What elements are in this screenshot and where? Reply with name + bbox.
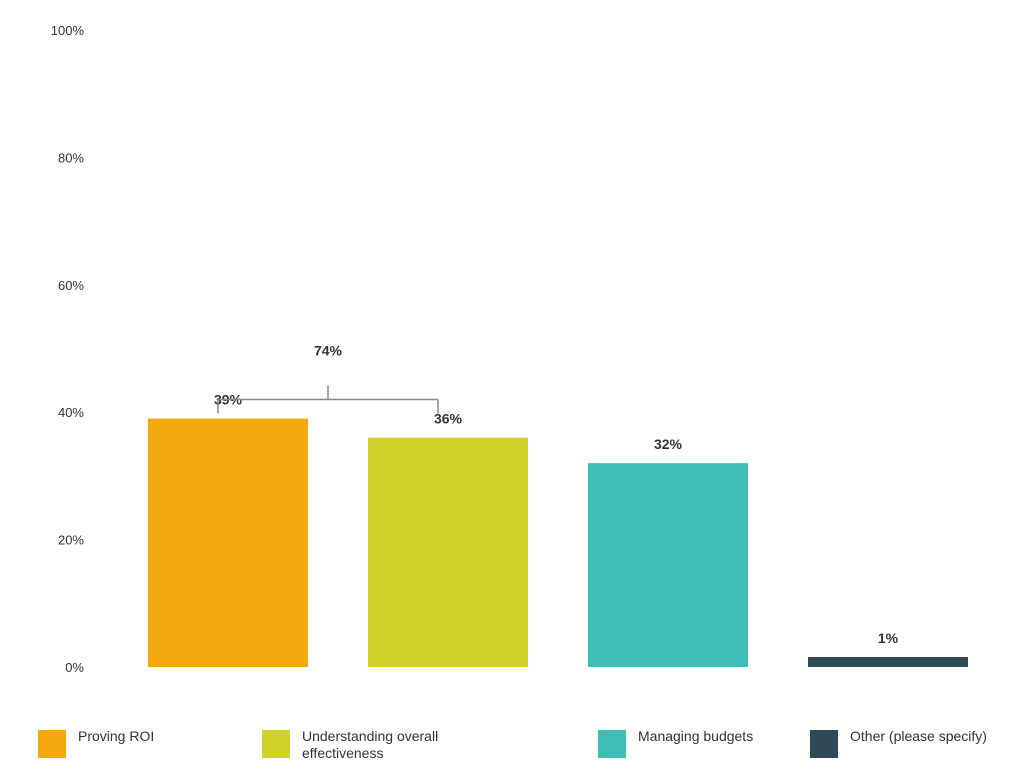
data-label: 1% [878,630,899,646]
bracket-label: 74% [314,342,343,358]
legend-swatch [810,730,838,758]
legend-swatch [262,730,290,758]
bracket-annotation: 74% [217,342,439,414]
y-tick-label: 20% [58,533,84,548]
y-axis: 0% 20% 40% 60% 80% 100% [51,23,85,675]
data-labels: 39%36%32%1% [214,392,899,646]
y-tick-label: 100% [51,23,85,38]
bar [368,437,528,667]
legend-swatch [598,730,626,758]
legend-label: Understanding overall effectiveness [302,728,439,761]
y-tick-label: 80% [58,150,84,165]
bar-chart: 0%20%40%60%80%100% 39%36%32%1% 74% [51,23,968,675]
legend-item: Managing budgets [598,728,838,758]
legend-item: Understanding overall effectiveness [262,728,502,762]
bar [148,418,308,667]
y-tick-label: 40% [58,405,84,420]
bars [148,418,968,667]
legend-label: Managing budgets [638,728,754,744]
data-label: 32% [654,436,683,452]
legend-label: Proving ROI [78,728,155,744]
legend: Proving ROI Understanding overall effecti… [0,728,1023,782]
legend-item: Other (please specify) [810,728,1020,758]
bar [808,657,968,667]
bar [588,463,748,667]
legend-label: Other (please specify) [850,728,987,744]
y-tick-label: 60% [58,278,84,293]
y-tick-label: 0% [65,660,84,675]
legend-item: Proving ROI [38,728,248,758]
legend-swatch [38,730,66,758]
data-label: 36% [434,411,463,427]
